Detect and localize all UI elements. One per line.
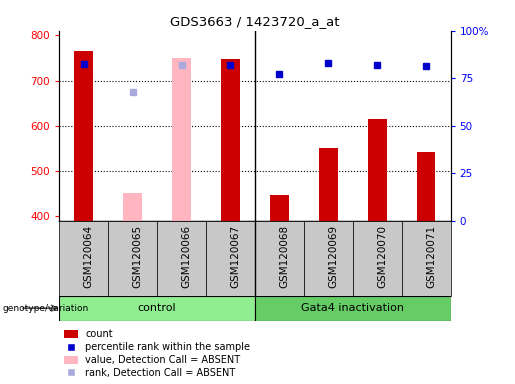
Bar <box>319 148 338 221</box>
Text: GSM120067: GSM120067 <box>230 225 241 288</box>
Text: GSM120071: GSM120071 <box>426 225 436 288</box>
Bar <box>270 195 289 221</box>
Bar <box>353 221 402 296</box>
Bar <box>255 221 304 296</box>
Bar <box>108 221 157 296</box>
Text: GSM120066: GSM120066 <box>181 225 192 288</box>
Legend: count, percentile rank within the sample, value, Detection Call = ABSENT, rank, : count, percentile rank within the sample… <box>64 329 250 378</box>
Bar <box>59 296 255 321</box>
Bar <box>255 296 451 321</box>
Text: GSM120064: GSM120064 <box>83 225 94 288</box>
Text: GSM120070: GSM120070 <box>377 225 387 288</box>
Bar <box>368 119 387 221</box>
Bar <box>74 51 93 221</box>
Title: GDS3663 / 1423720_a_at: GDS3663 / 1423720_a_at <box>170 15 340 28</box>
Bar <box>172 58 191 221</box>
Text: GSM120068: GSM120068 <box>279 225 289 288</box>
Bar <box>123 193 142 221</box>
Bar <box>304 221 353 296</box>
Text: genotype/variation: genotype/variation <box>3 304 89 313</box>
Bar <box>157 221 206 296</box>
Text: Gata4 inactivation: Gata4 inactivation <box>301 303 404 313</box>
Text: GSM120069: GSM120069 <box>329 225 338 288</box>
Text: GSM120065: GSM120065 <box>133 225 143 288</box>
Bar <box>402 221 451 296</box>
Bar <box>59 221 108 296</box>
Bar <box>417 152 436 221</box>
Bar <box>221 59 240 221</box>
Bar <box>206 221 255 296</box>
Text: control: control <box>138 303 176 313</box>
